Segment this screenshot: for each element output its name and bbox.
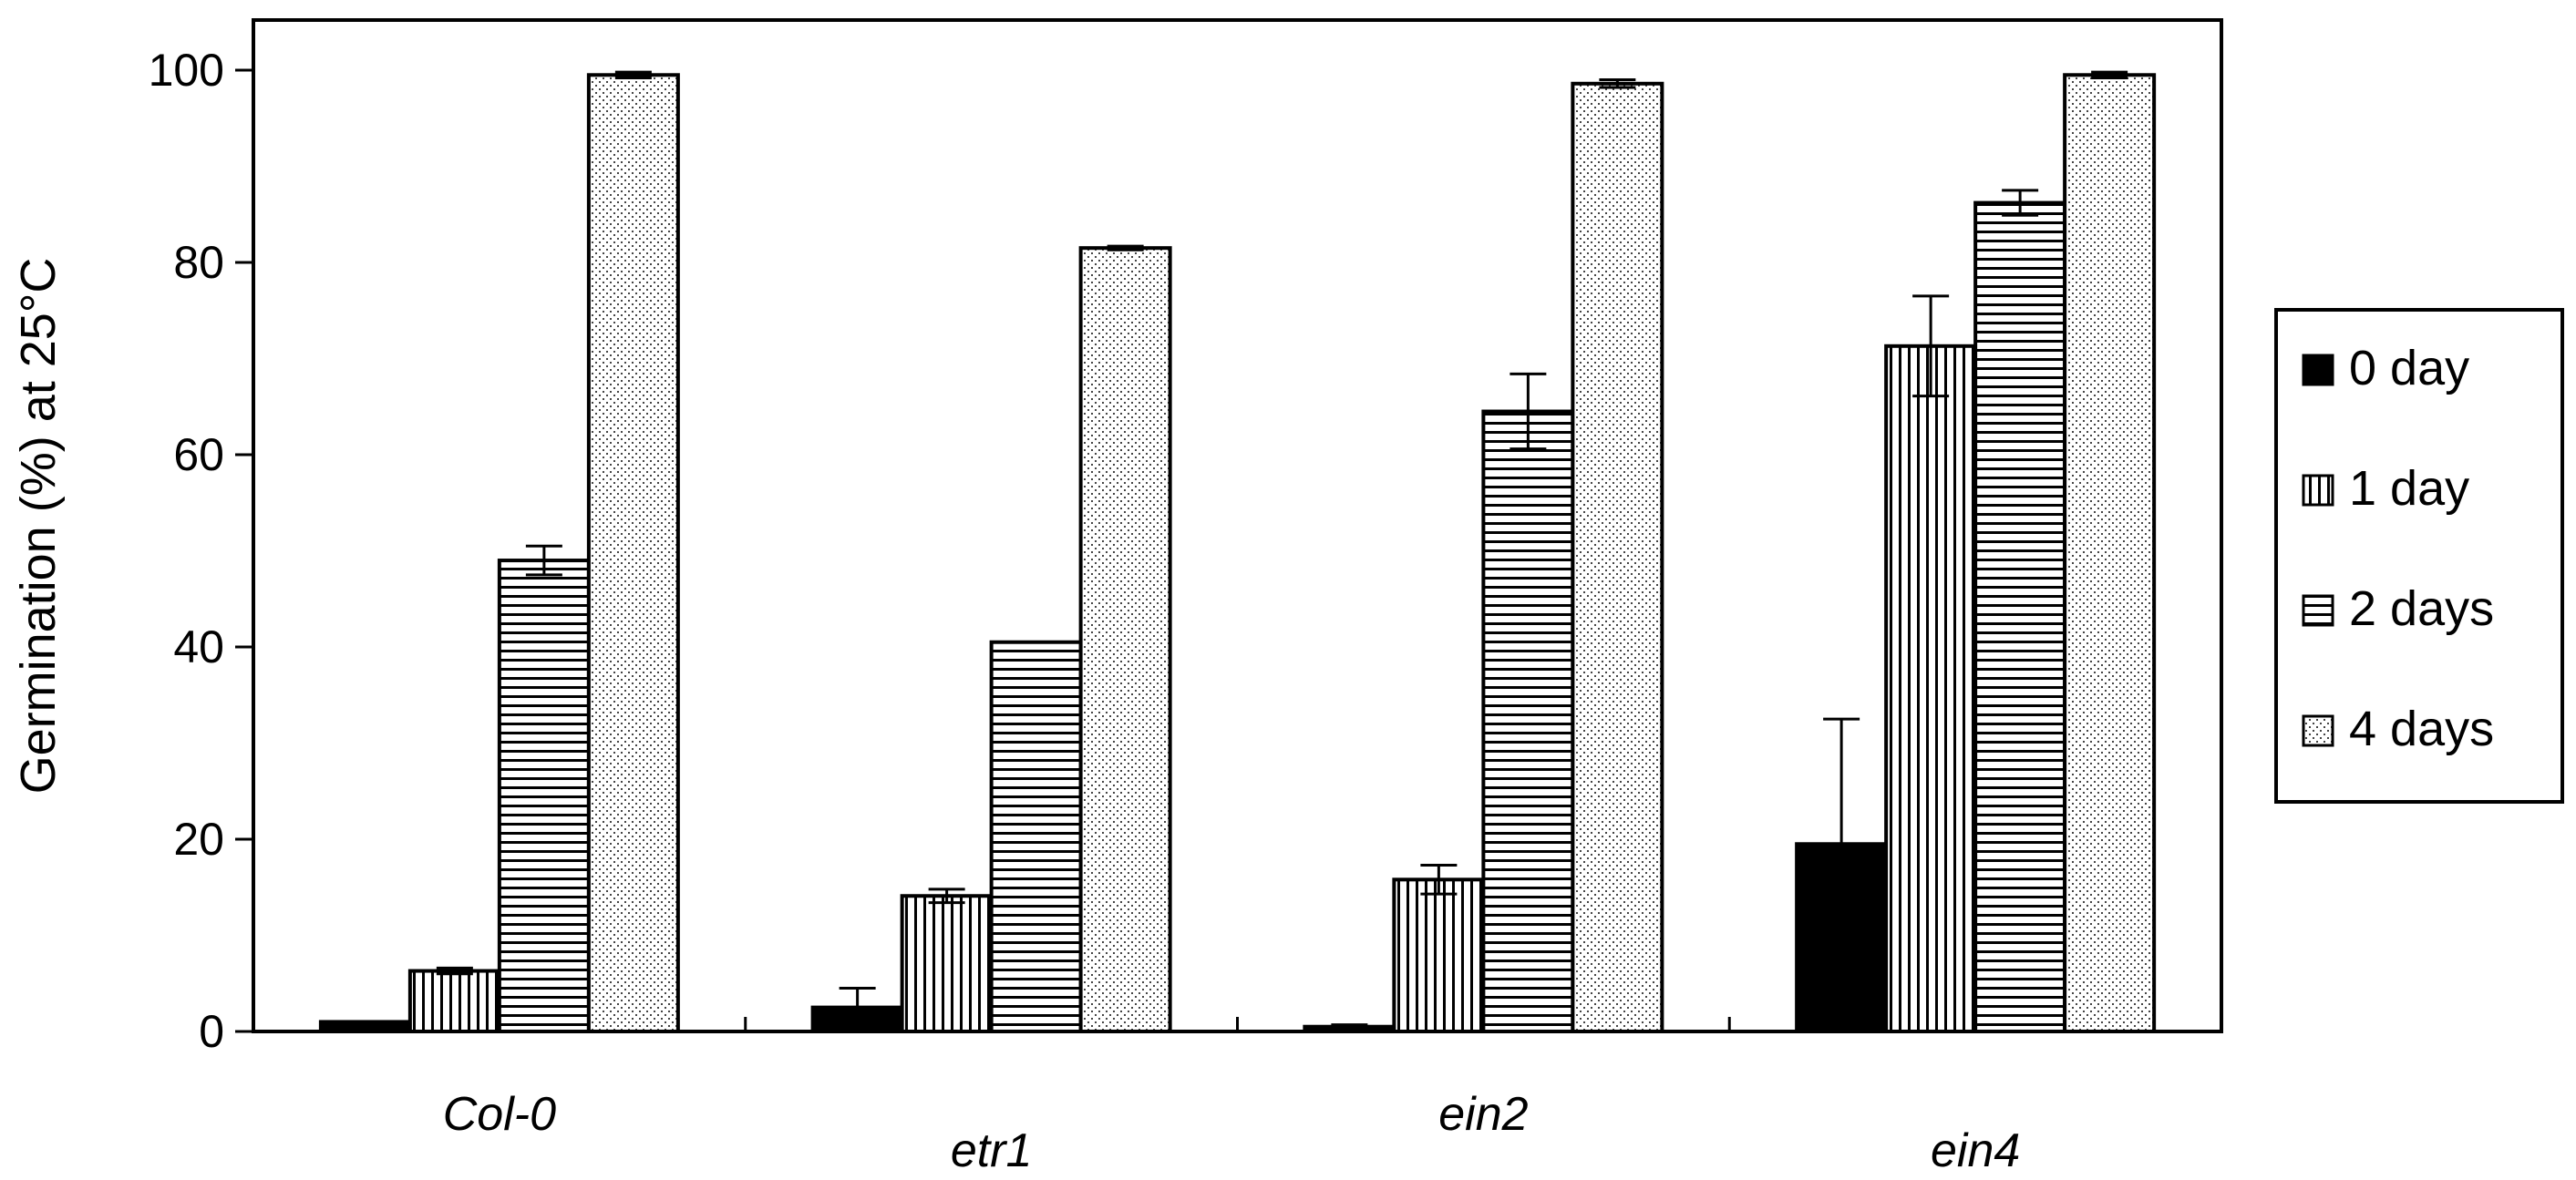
legend-swatch bbox=[2302, 474, 2334, 507]
category-label: ein2 bbox=[1438, 1088, 1528, 1141]
legend-label: 2 days bbox=[2349, 581, 2494, 636]
legend-swatch bbox=[2302, 354, 2334, 386]
bar bbox=[1973, 200, 2067, 1033]
bar bbox=[1481, 409, 1575, 1033]
bar bbox=[318, 1020, 412, 1033]
legend-label: 1 day bbox=[2349, 461, 2469, 516]
bar bbox=[1078, 246, 1172, 1033]
bar bbox=[586, 73, 680, 1033]
legend-label: 0 day bbox=[2349, 341, 2469, 395]
bar-series-group bbox=[318, 73, 2157, 1034]
category-label: etr1 bbox=[951, 1124, 1033, 1177]
bar bbox=[1884, 344, 1978, 1034]
category-label: ein4 bbox=[1931, 1124, 2020, 1177]
bar bbox=[1571, 81, 1664, 1033]
bar bbox=[497, 559, 591, 1033]
y-axis: 0 20 40 60 80 100 bbox=[149, 45, 253, 1057]
bar bbox=[989, 640, 1083, 1033]
y-tick-label: 40 bbox=[173, 621, 224, 672]
y-tick-label: 100 bbox=[149, 45, 224, 96]
legend: 0 day 1 day 2 days 4 days bbox=[2274, 308, 2564, 804]
bar bbox=[407, 969, 501, 1034]
bar bbox=[1392, 877, 1486, 1033]
y-axis-title: Germination (%) at 25°C bbox=[11, 258, 66, 795]
bar bbox=[900, 894, 994, 1033]
legend-swatch bbox=[2302, 714, 2334, 747]
error-bars-group bbox=[436, 70, 2128, 1031]
y-tick-label: 0 bbox=[199, 1006, 224, 1057]
x-axis: Col-0 etr1 ein2 ein4 bbox=[443, 1017, 2020, 1177]
y-tick-label: 80 bbox=[173, 237, 224, 288]
legend-label: 4 days bbox=[2349, 702, 2494, 756]
category-label: Col-0 bbox=[443, 1088, 556, 1141]
y-tick-label: 20 bbox=[173, 814, 224, 865]
legend-swatch bbox=[2302, 594, 2334, 627]
y-tick-label: 60 bbox=[173, 429, 224, 480]
bar bbox=[2063, 73, 2157, 1033]
